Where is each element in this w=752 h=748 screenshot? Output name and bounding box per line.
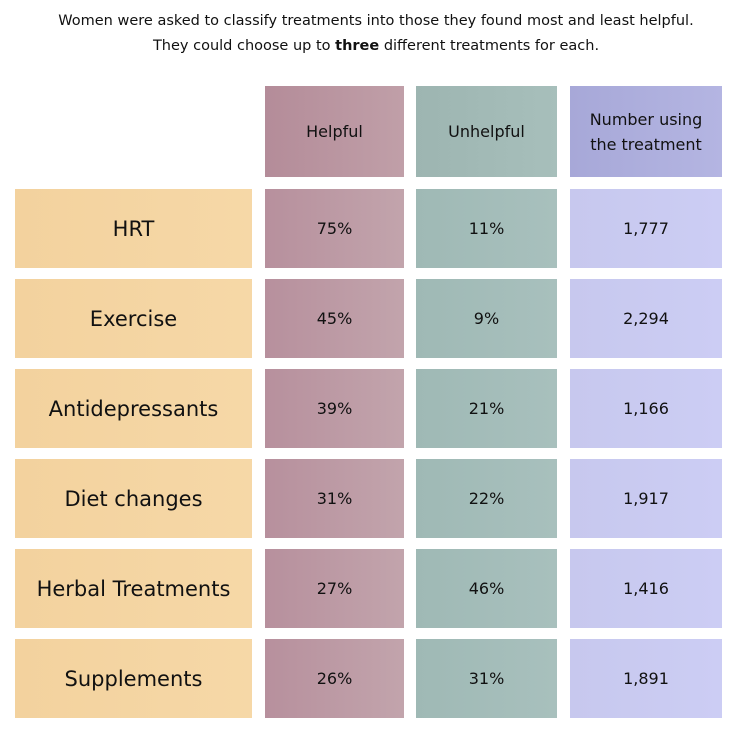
row-label: Herbal Treatments	[15, 549, 252, 628]
cell-unhelpful: 9%	[416, 279, 557, 358]
intro-text: Women were asked to classify treatments …	[0, 9, 752, 59]
cell-unhelpful-text: 22%	[468, 489, 505, 508]
row-label: Supplements	[15, 639, 252, 718]
cell-helpful-text: 31%	[316, 489, 353, 508]
header-count-label: Number using the treatment	[590, 107, 703, 157]
cell-unhelpful: 31%	[416, 639, 557, 718]
cell-helpful: 26%	[265, 639, 404, 718]
cell-count: 2,294	[570, 279, 722, 358]
header-unhelpful: Unhelpful	[416, 86, 557, 177]
header-unhelpful-label: Unhelpful	[448, 122, 525, 141]
cell-unhelpful-text: 21%	[468, 399, 505, 418]
row-label: HRT	[15, 189, 252, 268]
row-label-text: Exercise	[89, 306, 178, 331]
row-label-text: Herbal Treatments	[36, 576, 231, 601]
intro-line-2-bold: three	[335, 38, 380, 54]
cell-unhelpful-text: 9%	[473, 309, 500, 328]
cell-helpful: 75%	[265, 189, 404, 268]
cell-unhelpful: 22%	[416, 459, 557, 538]
cell-unhelpful: 11%	[416, 189, 557, 268]
cell-unhelpful-text: 31%	[468, 669, 505, 688]
header-helpful-label: Helpful	[306, 122, 363, 141]
cell-count: 1,416	[570, 549, 722, 628]
cell-helpful-text: 39%	[316, 399, 353, 418]
header-count-line-2: the treatment	[590, 134, 702, 154]
row-label: Diet changes	[15, 459, 252, 538]
cell-helpful: 31%	[265, 459, 404, 538]
cell-helpful-text: 45%	[316, 309, 353, 328]
row-label-text: HRT	[112, 216, 155, 241]
cell-helpful: 39%	[265, 369, 404, 448]
row-label-text: Antidepressants	[48, 396, 219, 421]
cell-unhelpful: 46%	[416, 549, 557, 628]
intro-line-2-prefix: They could choose up to	[152, 38, 336, 54]
cell-unhelpful: 21%	[416, 369, 557, 448]
intro-line-1: Women were asked to classify treatments …	[58, 13, 694, 29]
cell-helpful-text: 26%	[316, 669, 353, 688]
cell-helpful-text: 75%	[316, 219, 353, 238]
cell-unhelpful-text: 46%	[468, 579, 505, 598]
header-count: Number using the treatment	[570, 86, 722, 177]
row-label: Antidepressants	[15, 369, 252, 448]
cell-count-text: 2,294	[623, 309, 669, 328]
cell-helpful: 27%	[265, 549, 404, 628]
cell-count-text: 1,891	[623, 669, 669, 688]
cell-count: 1,891	[570, 639, 722, 718]
row-label: Exercise	[15, 279, 252, 358]
cell-count-text: 1,416	[623, 579, 669, 598]
header-helpful: Helpful	[265, 86, 404, 177]
cell-helpful: 45%	[265, 279, 404, 358]
cell-count: 1,777	[570, 189, 722, 268]
row-label-text: Supplements	[64, 666, 203, 691]
header-count-line-1: Number using	[589, 109, 703, 129]
cell-count-text: 1,777	[623, 219, 669, 238]
cell-unhelpful-text: 11%	[468, 219, 505, 238]
intro-line-2: They could choose up to three different …	[0, 34, 752, 59]
row-label-text: Diet changes	[64, 486, 203, 511]
cell-count-text: 1,917	[623, 489, 669, 508]
cell-count: 1,166	[570, 369, 722, 448]
intro-line-2-suffix: different treatments for each.	[379, 38, 600, 54]
cell-helpful-text: 27%	[316, 579, 353, 598]
cell-count-text: 1,166	[623, 399, 669, 418]
cell-count: 1,917	[570, 459, 722, 538]
